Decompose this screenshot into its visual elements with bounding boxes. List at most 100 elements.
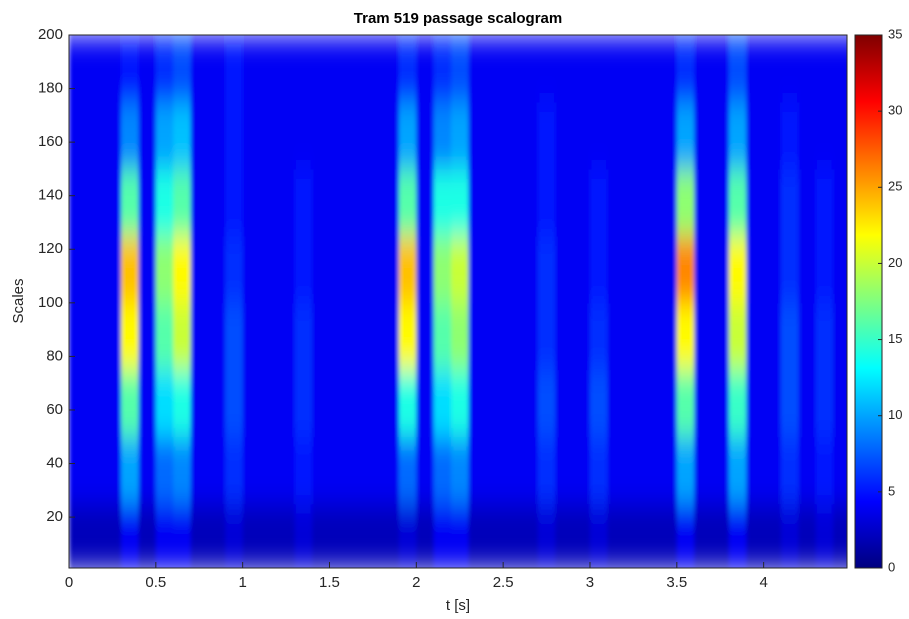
- heatmap-cell: [711, 35, 730, 103]
- heatmap-cell: [485, 302, 504, 371]
- heatmap-cell: [659, 235, 678, 304]
- y-tick-label: 20: [46, 508, 63, 525]
- heatmap-cell: [537, 235, 556, 304]
- heatmap-cell: [86, 235, 105, 304]
- heatmap-cell: [537, 101, 556, 170]
- heatmap-cell: [138, 168, 157, 237]
- heatmap-cell: [728, 168, 747, 237]
- heatmap-cell: [69, 101, 87, 170]
- heatmap-cell: [242, 503, 261, 568]
- heatmap-cell: [572, 302, 591, 371]
- heatmap-cell: [416, 235, 435, 304]
- heatmap-cell: [624, 302, 643, 371]
- heatmap-cell: [503, 35, 522, 103]
- heatmap-cell: [103, 35, 122, 103]
- heatmap-cell: [433, 235, 452, 304]
- heatmap-cell: [485, 503, 504, 568]
- heatmap-cell: [242, 369, 261, 438]
- heatmap-cell: [833, 369, 847, 438]
- heatmap-cell: [798, 436, 817, 505]
- heatmap-cell: [381, 168, 400, 237]
- heatmap-cell: [520, 235, 539, 304]
- heatmap-cell: [572, 503, 591, 568]
- heatmap-cell: [555, 436, 574, 505]
- heatmap-cell: [103, 436, 122, 505]
- x-tick-label: 1.5: [319, 574, 340, 591]
- heatmap-cell: [225, 235, 244, 304]
- heatmap-cell: [711, 101, 730, 170]
- heatmap-cell: [607, 235, 626, 304]
- heatmap-cell: [433, 168, 452, 237]
- heatmap-cell: [589, 436, 608, 505]
- heatmap-cell: [520, 35, 539, 103]
- heatmap-cell: [572, 168, 591, 237]
- heatmap-cell: [312, 168, 330, 237]
- heatmap-cell: [694, 35, 713, 103]
- heatmap-cell: [589, 302, 608, 371]
- heatmap-cell: [572, 35, 591, 103]
- heatmap-cell: [69, 503, 87, 568]
- heatmap-cell: [207, 436, 226, 505]
- heatmap-cell: [537, 168, 556, 237]
- heatmap-cell: [451, 436, 469, 505]
- heatmap-cell: [815, 101, 834, 170]
- heatmap-cell: [207, 503, 226, 568]
- heatmap-cell: [294, 101, 313, 170]
- heatmap-cell: [815, 436, 834, 505]
- heatmap-cell: [694, 302, 713, 371]
- colorbar-tick-label: 15: [888, 331, 902, 346]
- heatmap-cell: [433, 302, 452, 371]
- plot-frame: [68, 34, 848, 569]
- heatmap-cell: [451, 235, 469, 304]
- heatmap-cell: [815, 168, 834, 237]
- heatmap-cell: [728, 35, 747, 103]
- x-tick-label: 3.5: [666, 574, 687, 591]
- heatmap-cell: [433, 436, 452, 505]
- heatmap-cell: [207, 235, 226, 304]
- heatmap-cell: [207, 302, 226, 371]
- heatmap-cell: [433, 369, 452, 438]
- heatmap-cell: [346, 302, 365, 371]
- heatmap-cell: [763, 503, 782, 568]
- heatmap-cell: [173, 302, 192, 371]
- heatmap-cell: [121, 101, 139, 170]
- heatmap-cell: [468, 235, 487, 304]
- heatmap-cell: [572, 101, 591, 170]
- heatmap-cell: [746, 436, 765, 505]
- heatmap-cell: [468, 302, 487, 371]
- heatmap-cell: [190, 503, 209, 568]
- heatmap-cell: [624, 503, 643, 568]
- heatmap-cell: [398, 503, 417, 568]
- heatmap-cell: [503, 436, 522, 505]
- heatmap-cell: [294, 503, 313, 568]
- heatmap-cell: [242, 436, 261, 505]
- x-tick-label: 3: [586, 574, 594, 591]
- heatmap-cell: [781, 302, 799, 371]
- heatmap-cell: [746, 168, 765, 237]
- heatmap-cell: [503, 369, 522, 438]
- heatmap-cell: [381, 101, 400, 170]
- heatmap-cell: [207, 168, 226, 237]
- heatmap-cell: [86, 503, 105, 568]
- heatmap-cell: [121, 369, 139, 438]
- heatmap-cell: [225, 302, 244, 371]
- heatmap-cell: [121, 302, 139, 371]
- heatmap-cell: [398, 369, 417, 438]
- heatmap-cell: [242, 35, 261, 103]
- heatmap-cell: [225, 369, 244, 438]
- heatmap-cell: [520, 503, 539, 568]
- heatmap-cell: [312, 302, 330, 371]
- heatmap-cell: [346, 35, 365, 103]
- heatmap-cell: [173, 503, 192, 568]
- heatmap-cell: [312, 235, 330, 304]
- heatmap-cell: [103, 369, 122, 438]
- heatmap-cell: [260, 369, 278, 438]
- heatmap-cell: [694, 168, 713, 237]
- heatmap-cell: [520, 101, 539, 170]
- heatmap-cell: [781, 35, 799, 103]
- heatmap-cell: [329, 503, 348, 568]
- heatmap-cell: [589, 369, 608, 438]
- x-tick-label: 0: [65, 574, 73, 591]
- heatmap-cell: [173, 235, 192, 304]
- heatmap-cell: [503, 503, 522, 568]
